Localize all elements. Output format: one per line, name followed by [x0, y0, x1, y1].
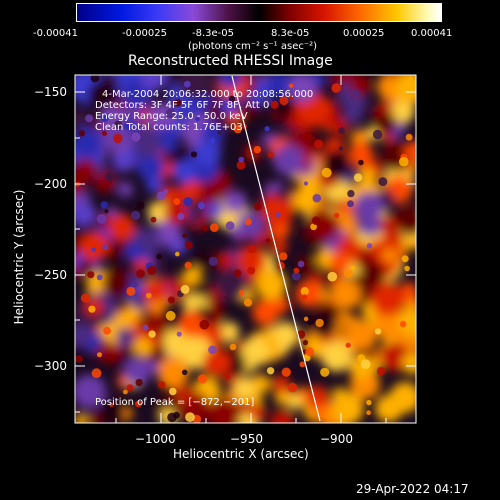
- limb-line: [231, 75, 321, 422]
- x-tick-label: −1000: [135, 432, 176, 446]
- info-time-range: 4-Mar-2004 20:06:32.000 to 20:08:56.000: [102, 89, 314, 100]
- x-tick-label: −950: [230, 432, 263, 446]
- colorbar-tick-1: -0.00041: [33, 28, 78, 39]
- colorbar-tick-3: -8.3e-05: [192, 28, 234, 39]
- x-tick-label: −900: [320, 432, 353, 446]
- info-detectors: Detectors: 3F 4F 5F 6F 7F 8F, Att 0: [95, 100, 270, 111]
- y-tick-label: −150: [34, 85, 67, 99]
- plot-title: Reconstructed RHESSI Image: [128, 53, 333, 69]
- peak-position: Position of Peak = [−872,−201]: [95, 397, 255, 408]
- plot-frame: [74, 74, 417, 424]
- colorbar-tick-6: 0.00041: [411, 28, 453, 39]
- colorbar-units: (photons cm⁻² s⁻¹ asec⁻²): [188, 41, 318, 52]
- colorbar-tick-2: -0.00025: [122, 28, 167, 39]
- y-tick-label: −300: [34, 359, 67, 373]
- colorbar-tick-4: 8.3e-05: [271, 28, 310, 39]
- colorbar-tick-5: 0.00025: [343, 28, 385, 39]
- y-tick-label: −200: [34, 177, 67, 191]
- y-axis-label: Heliocentric Y (arcsec): [12, 189, 26, 325]
- x-axis-ticks: [115, 75, 387, 423]
- x-axis-label: Heliocentric X (arcsec): [173, 447, 309, 461]
- timestamp: 29-Apr-2022 04:17: [356, 482, 469, 496]
- y-axis-ticks: [75, 91, 416, 413]
- info-total-counts: Clean Total counts: 1.76E+03: [95, 122, 243, 133]
- y-tick-label: −250: [34, 268, 67, 282]
- info-energy-range: Energy Range: 25.0 - 50.0 keV: [95, 111, 248, 122]
- colorbar: [76, 3, 442, 22]
